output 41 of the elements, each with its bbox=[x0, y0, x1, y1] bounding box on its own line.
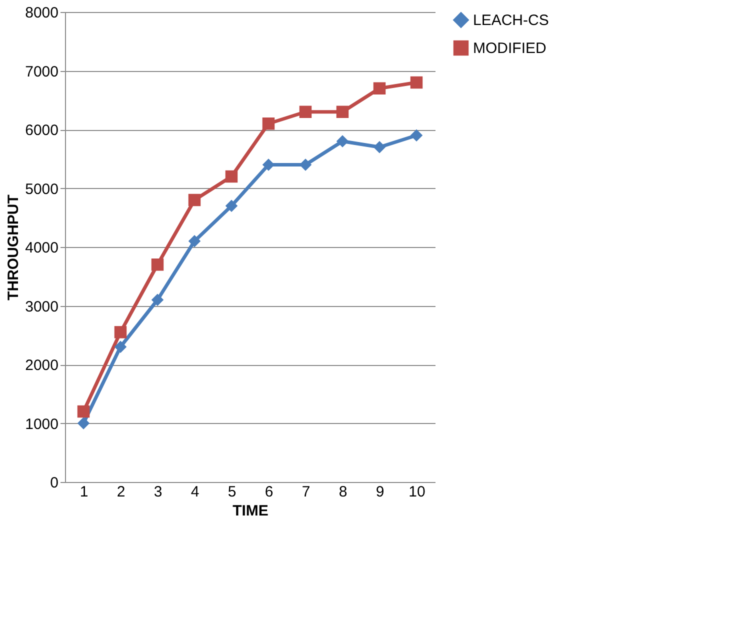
point bbox=[188, 235, 201, 248]
legend-label: LEACH-CS bbox=[473, 12, 549, 29]
y-tick-label: 2000 bbox=[25, 357, 58, 374]
point bbox=[77, 405, 90, 418]
point bbox=[114, 326, 127, 338]
point bbox=[114, 340, 127, 353]
point bbox=[410, 129, 423, 142]
point bbox=[151, 258, 164, 271]
point bbox=[225, 200, 238, 212]
x-tick-label: 8 bbox=[338, 484, 348, 500]
point bbox=[151, 294, 164, 306]
point bbox=[188, 194, 201, 206]
x-tick-label: 5 bbox=[228, 484, 236, 500]
x-tick-label: 7 bbox=[302, 484, 310, 500]
y-tick-label: 0 bbox=[50, 474, 58, 492]
y-tick-label: 4000 bbox=[25, 240, 58, 256]
x-tick-label: 3 bbox=[154, 484, 162, 500]
y-tick-label: 3000 bbox=[25, 298, 58, 316]
point bbox=[410, 76, 423, 89]
point bbox=[262, 118, 275, 130]
legend-label: MODIFIED bbox=[473, 40, 546, 57]
point bbox=[299, 106, 312, 118]
x-tick-label: 10 bbox=[408, 484, 426, 500]
x-tick-label: 9 bbox=[376, 484, 384, 500]
point bbox=[373, 82, 386, 94]
point bbox=[373, 141, 386, 154]
y-tick-label: 5000 bbox=[25, 180, 58, 198]
y-axis-title: THROUGHPUT bbox=[5, 194, 22, 300]
point bbox=[225, 170, 238, 183]
x-tick-label: 1 bbox=[80, 484, 88, 500]
point bbox=[336, 135, 349, 148]
y-tick-label: 7000 bbox=[25, 63, 58, 80]
point bbox=[336, 106, 349, 118]
point bbox=[77, 417, 90, 430]
x-axis-title: TIME bbox=[232, 502, 268, 520]
x-tick-label: 6 bbox=[264, 484, 274, 500]
y-tick-label: 8000 bbox=[25, 4, 58, 22]
y-tick-label: 1000 bbox=[25, 416, 58, 433]
y-tick-label: 6000 bbox=[25, 122, 58, 139]
x-tick-label: 4 bbox=[190, 484, 200, 500]
x-tick-label: 2 bbox=[116, 484, 126, 500]
